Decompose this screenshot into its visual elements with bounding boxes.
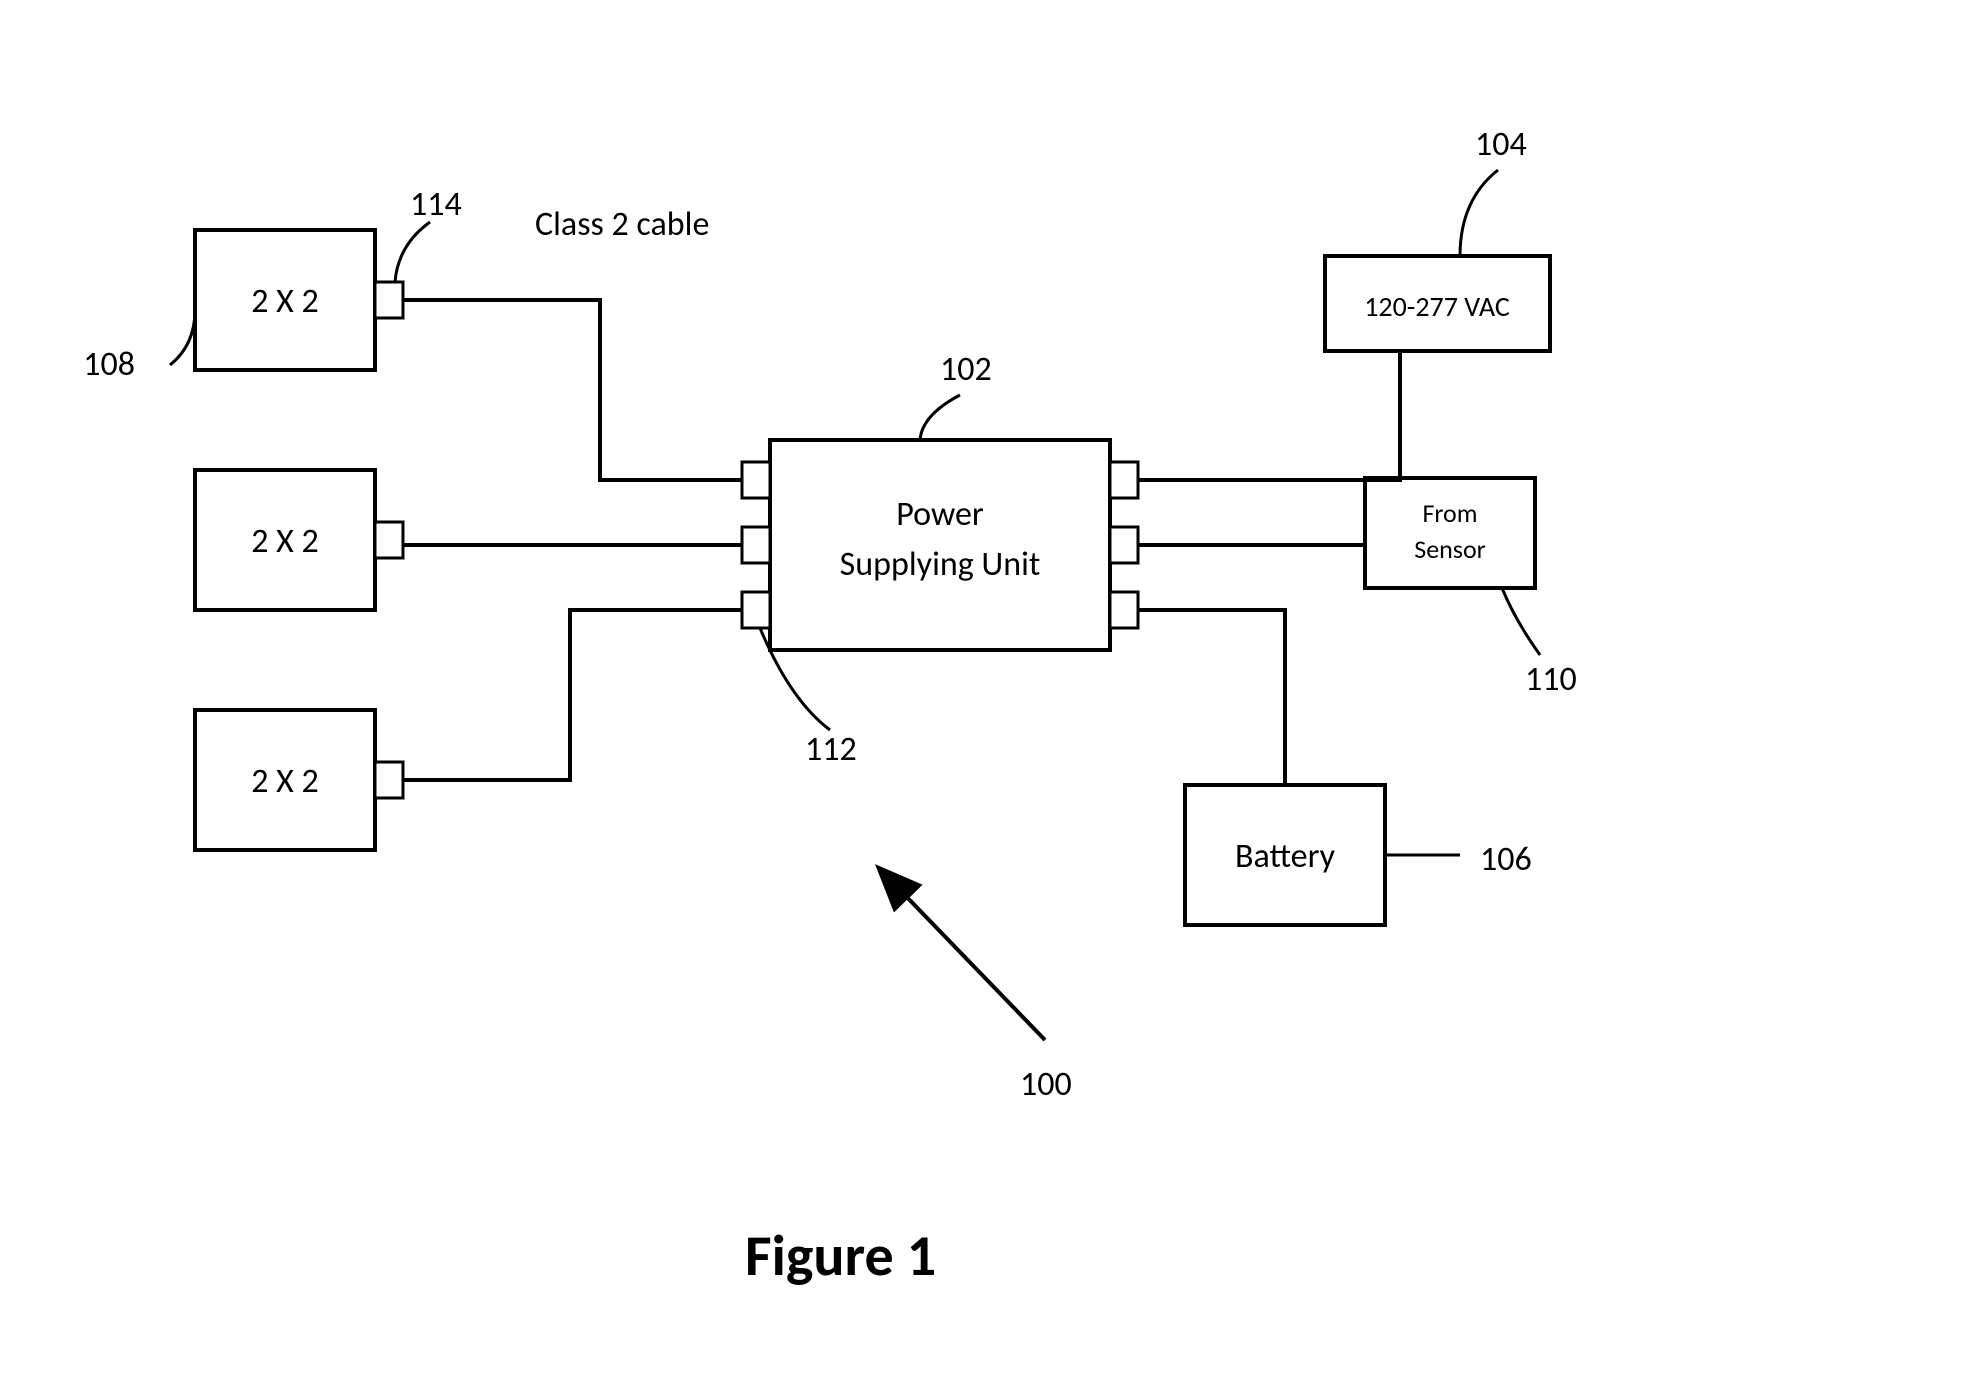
load-3-port (375, 762, 403, 798)
figure-title: Figure 1 (745, 1220, 936, 1291)
load-1-label: 2 X 2 (251, 281, 319, 322)
callout-108: 108 (83, 344, 135, 385)
psu-port-right-3 (1110, 592, 1138, 628)
load-1-port (375, 282, 403, 318)
load-2-port (375, 522, 403, 558)
sensor-label-1: From (1422, 497, 1477, 529)
wire-psu-battery (1138, 610, 1285, 785)
callout-102: 102 (940, 349, 992, 390)
callout-104-leader (1460, 170, 1498, 256)
battery-label: Battery (1235, 836, 1336, 877)
callout-112: 112 (805, 729, 857, 770)
load-3-label: 2 X 2 (251, 761, 319, 802)
callout-114-leader (395, 222, 430, 282)
psu-label-2: Supplying Unit (840, 544, 1041, 585)
callout-100: 100 (1020, 1064, 1072, 1105)
psu-port-left-3 (742, 592, 770, 628)
callout-106: 106 (1480, 839, 1532, 880)
wire-psu-vac (1138, 351, 1400, 480)
psu-label-1: Power (896, 494, 984, 535)
class2-cable-label: Class 2 cable (535, 204, 709, 245)
wire-load1-psu (403, 300, 742, 480)
load-2-label: 2 X 2 (251, 521, 319, 562)
callout-102-leader (920, 395, 960, 440)
callout-108-leader (170, 310, 195, 365)
psu-port-left-2 (742, 527, 770, 563)
diagram-canvas: Power Supplying Unit 2 X 2 2 X 2 2 X 2 1… (0, 0, 1975, 1393)
psu-port-right-1 (1110, 462, 1138, 498)
psu-port-left-1 (742, 462, 770, 498)
wire-load3-psu (403, 610, 742, 780)
vac-label: 120-277 VAC (1364, 289, 1510, 324)
sensor-label-2: Sensor (1414, 533, 1486, 565)
callout-110-leader (1502, 588, 1540, 655)
callout-114: 114 (410, 184, 462, 225)
callout-104: 104 (1475, 124, 1527, 165)
psu-port-right-2 (1110, 527, 1138, 563)
callout-100-arrow (900, 890, 1045, 1040)
callout-110: 110 (1525, 659, 1577, 700)
